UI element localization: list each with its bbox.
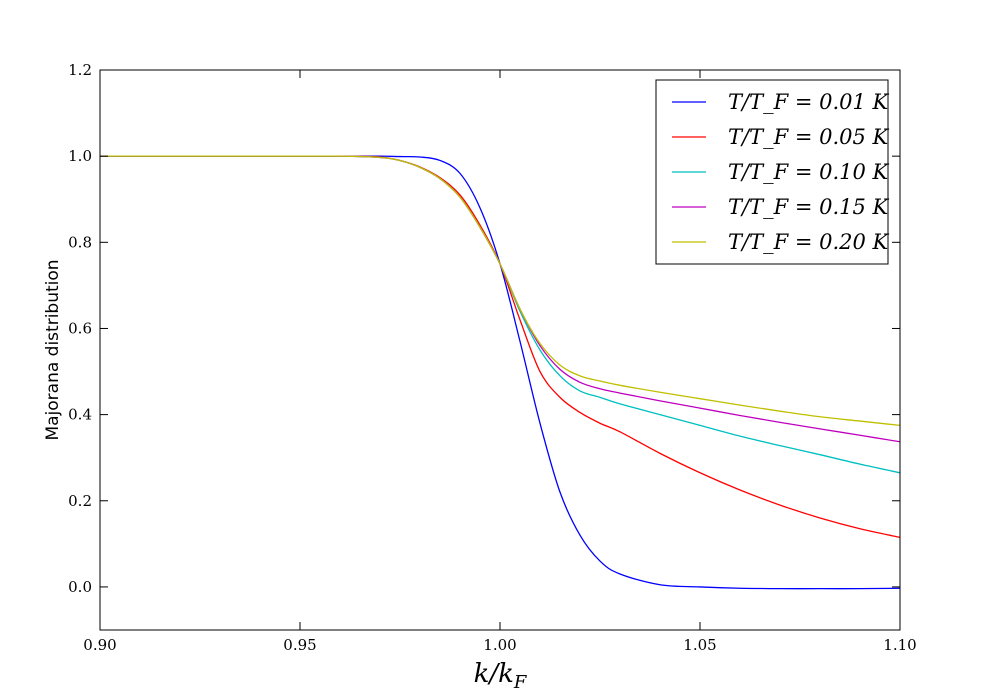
legend-label-3: T/T_F = 0.10 K — [728, 160, 890, 184]
y-tick-label: 0.6 — [68, 319, 92, 337]
y-tick-label: 0.2 — [68, 492, 92, 510]
legend-label-5: T/T_F = 0.20 K — [728, 230, 890, 254]
plot-area-frame — [99, 69, 901, 631]
legend-label-4: T/T_F = 0.15 K — [728, 195, 890, 219]
series-line-5 — [100, 155, 901, 427]
x-tick-label: 0.90 — [83, 636, 116, 654]
axis-ticks: 0.90 0.95 1.00 1.05 1.10 0.0 0.2 0.4 0.6 0.8 1.0 1.… — [68, 61, 917, 654]
x-tick-label: 1.10 — [883, 636, 916, 654]
y-tick-label: 1.2 — [68, 61, 92, 79]
plot-lines — [100, 155, 901, 590]
x-tick-label: 0.95 — [283, 636, 316, 654]
x-tick-label: 1.05 — [683, 636, 716, 654]
y-axis-label: Majorana distribution — [43, 259, 63, 440]
y-tick-label: 1.0 — [68, 147, 92, 165]
x-tick-label: 1.00 — [483, 636, 516, 654]
x-axis-label: k/kF — [474, 659, 528, 693]
legend-label-2: T/T_F = 0.05 K — [728, 125, 890, 149]
legend-label-1: T/T_F = 0.01 K — [728, 90, 890, 114]
y-tick-label: 0.8 — [68, 233, 92, 251]
legend: T/T_F = 0.01 K T/T_F = 0.05 K T/T_F = 0.10… — [655, 79, 890, 265]
y-tick-label: 0.0 — [68, 578, 92, 596]
y-tick-label: 0.4 — [68, 406, 92, 424]
